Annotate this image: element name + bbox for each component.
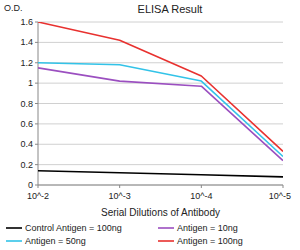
legend-label: Antigen = 50ng [25,236,86,246]
y-tick-label: 0.8 [20,99,33,109]
y-tick-label: 1.6 [20,17,33,27]
y-tick-label: 0 [28,180,33,190]
y-tick-label: 1.2 [20,58,33,68]
legend-swatch [6,240,22,242]
y-tick-label: 0.2 [20,160,33,170]
legend-swatch [158,227,174,229]
legend-label: Antigen = 10ng [177,223,238,233]
x-label: Serial Dilutions of Antibody [101,207,220,218]
series-line [38,22,283,151]
legend-label: Control Antigen = 100ng [25,223,122,233]
grid-line [38,144,283,145]
x-tick-label: 10^-5 [269,191,291,201]
y-tick-label: 0.4 [20,139,33,149]
grid-line [38,185,283,186]
legend-label: Antigen = 100ng [177,236,243,246]
y-tick-label: 0.6 [20,119,33,129]
grid-line [38,103,283,104]
y-tick-label: 1.4 [20,37,33,47]
grid-line [38,164,283,165]
title: ELISA Result [138,3,203,15]
series-line [38,63,283,157]
legend-swatch [158,240,174,242]
y-axis [38,22,39,185]
y-label: O.D. [4,3,23,13]
grid-line [38,42,283,43]
x-tick-label: 10^-4 [190,191,212,201]
grid-line [38,22,283,23]
plot-area [38,22,283,177]
x-axis [38,185,283,186]
y-tick-label: 1 [28,78,33,88]
x-tick-label: 10^-2 [27,191,49,201]
chart: ELISA Result O.D. Serial Dilutions of Anti… [0,0,300,250]
x-tick-label: 10^-3 [109,191,131,201]
series-line [38,68,283,161]
series-line [38,171,283,177]
legend-swatch [6,227,22,229]
